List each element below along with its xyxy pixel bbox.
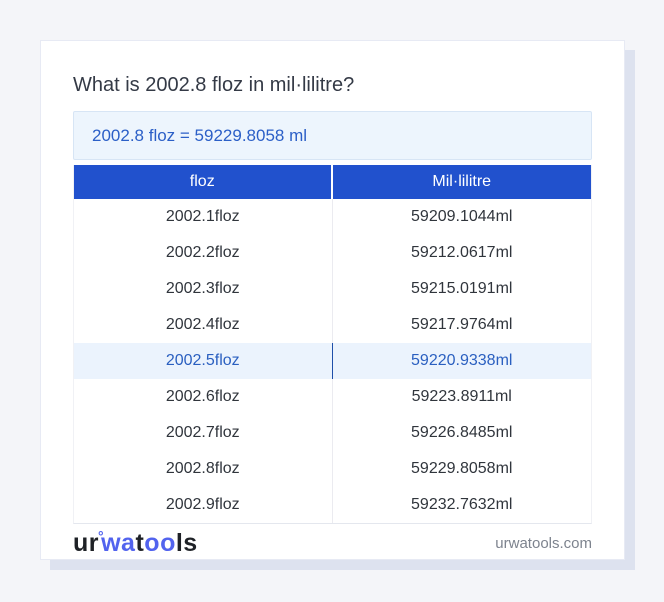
table-header-row: floz Mil·lilitre	[74, 165, 591, 199]
millilitre-cell: 59215.0191ml	[411, 280, 513, 297]
millilitre-cell: 59209.1044ml	[411, 208, 513, 225]
table-row[interactable]: 2002.8floz 59229.8058ml	[74, 451, 591, 487]
site-domain-link[interactable]: urwatools.com	[495, 534, 592, 552]
floz-cell: 2002.5floz	[74, 343, 333, 379]
table-row[interactable]: 2002.1floz 59209.1044ml	[74, 199, 591, 235]
table-row[interactable]: 2002.3floz 59215.0191ml	[74, 271, 591, 307]
table-body: 2002.1floz 59209.1044ml 2002.2floz 59212.06…	[74, 199, 591, 523]
floz-cell: 2002.2floz	[74, 235, 333, 271]
urwatools-logo[interactable]: ur°watools	[73, 527, 198, 557]
table-row[interactable]: 2002.7floz 59226.8485ml	[74, 415, 591, 451]
millilitre-cell: 59212.0617ml	[411, 244, 513, 261]
table-row[interactable]: 2002.6floz 59223.8911ml	[74, 379, 591, 415]
millilitre-cell: 59217.9764ml	[411, 316, 513, 333]
floz-cell: 2002.9floz	[74, 487, 333, 523]
table-row[interactable]: 2002.9floz 59232.7632ml	[74, 487, 591, 523]
floz-cell: 2002.6floz	[74, 379, 333, 415]
floz-cell: 2002.4floz	[74, 307, 333, 343]
table-header-millilitre: Mil·lilitre	[432, 173, 492, 190]
floz-cell: 2002.1floz	[74, 199, 333, 235]
floz-cell: 2002.7floz	[74, 415, 333, 451]
logo-text-dark-2: t	[135, 528, 145, 557]
floz-cell: 2002.8floz	[74, 451, 333, 487]
conversion-table: floz Mil·lilitre 2002.1floz 59209.1044ml 2…	[73, 165, 592, 524]
logo-text-dark-1: ur	[73, 528, 99, 557]
conversion-result-text: 2002.8 floz = 59229.8058 ml	[92, 125, 308, 145]
conversion-result-box: 2002.8 floz = 59229.8058 ml	[73, 111, 592, 160]
logo-text-dark-3: ls	[175, 528, 198, 557]
page-title: What is 2002.8 floz in mil·lilitre?	[73, 74, 355, 96]
millilitre-cell: 59232.7632ml	[411, 496, 513, 513]
table-row[interactable]: 2002.2floz 59212.0617ml	[74, 235, 591, 271]
millilitre-cell: 59220.9338ml	[411, 352, 513, 369]
table-row[interactable]: 2002.5floz 59220.9338ml	[74, 343, 591, 379]
converter-card: What is 2002.8 floz in mil·lilitre? 2002…	[40, 40, 625, 560]
millilitre-cell: 59226.8485ml	[411, 424, 513, 441]
logo-text-blue-1: wa	[101, 528, 136, 557]
card-footer: ur°watools urwatools.com	[73, 524, 592, 562]
floz-cell: 2002.3floz	[74, 271, 333, 307]
logo-text-blue-2: oo	[144, 528, 176, 557]
table-row[interactable]: 2002.4floz 59217.9764ml	[74, 307, 591, 343]
logo-ring-icon: °	[98, 527, 105, 544]
millilitre-cell: 59223.8911ml	[411, 388, 512, 405]
table-header-floz: floz	[74, 165, 333, 199]
millilitre-cell: 59229.8058ml	[411, 460, 513, 477]
